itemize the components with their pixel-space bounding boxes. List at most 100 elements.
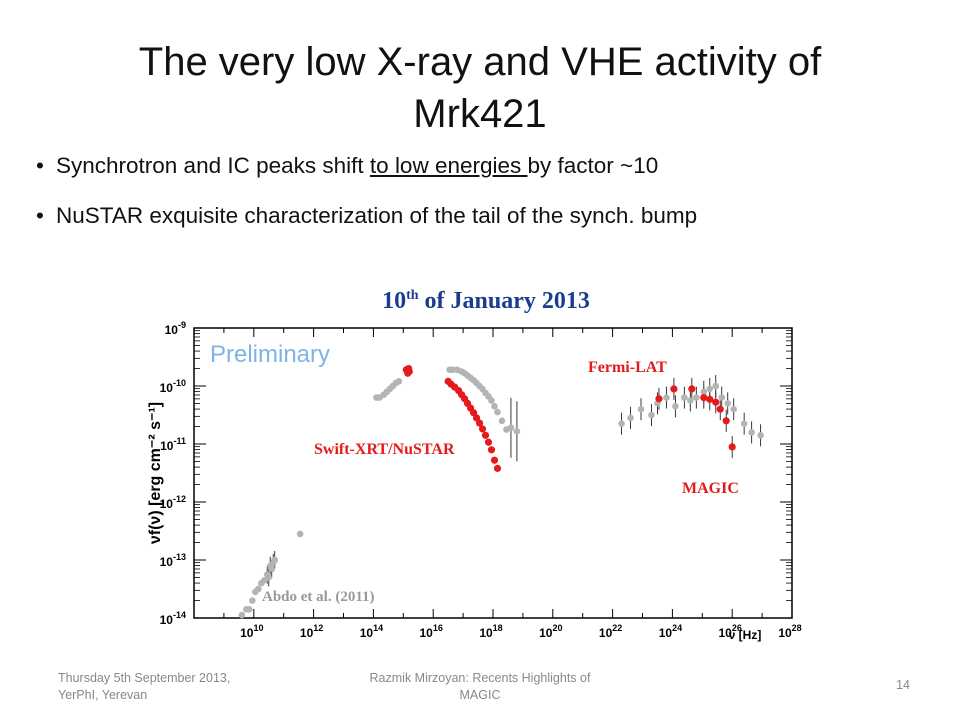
tick-labels: 1010 1012 1014 1016 1018 1020 1022 1024 1026 1028… — [160, 320, 802, 640]
data-point — [254, 585, 262, 593]
bullet-text: Synchrotron and IC peaks shift — [56, 153, 370, 178]
chart-title-rest: of January 2013 — [419, 288, 590, 314]
data-point — [469, 409, 478, 417]
data-point — [268, 565, 276, 572]
bullet-item: • NuSTAR exquisite characterization of t… — [36, 202, 936, 230]
data-point — [271, 556, 279, 564]
data-point — [475, 419, 484, 427]
data-point — [395, 378, 403, 385]
data-point — [670, 385, 678, 393]
data-point — [487, 446, 496, 454]
footer-date-location: Thursday 5th September 2013, YerPhI, Yer… — [58, 670, 288, 704]
data-point — [493, 464, 502, 472]
data-point — [740, 420, 748, 427]
data-point — [655, 395, 663, 403]
swift-xrt-nustar-label: Swift-XRT/NuSTAR — [314, 441, 455, 458]
data-point — [491, 403, 498, 410]
data-point — [728, 443, 736, 451]
data-point — [481, 431, 490, 439]
data-point — [700, 388, 708, 396]
preliminary-watermark: Preliminary — [210, 341, 330, 368]
y-tick-label: 10-13 — [160, 552, 186, 569]
data-point — [484, 438, 493, 446]
data-point — [488, 397, 495, 404]
y-tick-label: 10-12 — [160, 494, 186, 511]
slide-title-line-2: Mrk421 — [413, 92, 547, 136]
chart-title-number: 10 — [382, 288, 406, 314]
data-point — [249, 597, 256, 604]
data-point — [724, 400, 732, 407]
axis-ticks — [193, 327, 793, 619]
plot-frame — [193, 327, 793, 619]
data-point — [238, 611, 246, 619]
y-tick-label: 10-10 — [160, 378, 186, 395]
data-point — [472, 414, 481, 422]
data-point — [648, 411, 655, 419]
data-point — [722, 417, 730, 425]
footer-location: YerPhI, Yerevan — [58, 688, 148, 702]
footer-presenter: Razmik Mirzoyan: Recents Highlights of M… — [340, 670, 620, 704]
data-point — [757, 432, 764, 439]
data-point — [296, 530, 304, 538]
x-axis-label: ν [Hz] — [729, 628, 762, 642]
bullet-list: • Synchrotron and IC peaks shift to low … — [36, 152, 936, 252]
footer-date: Thursday 5th September 2013, — [58, 671, 231, 685]
data-point — [688, 385, 696, 393]
bullet-text: NuSTAR exquisite characterization of the… — [56, 203, 698, 228]
x-tick-label: 1016 — [420, 623, 443, 640]
x-tick-label: 1028 — [778, 623, 801, 640]
footer-presenter-line-1: Razmik Mirzoyan: Recents Highlights of — [369, 671, 591, 685]
data-point — [490, 456, 499, 464]
y-axis-label: νf(ν) [erg cm⁻² s⁻¹] — [147, 402, 164, 544]
slide-title-line-1: The very low X-ray and VHE activity of — [138, 40, 822, 84]
data-point — [706, 385, 714, 393]
data-point — [405, 365, 413, 373]
bullet-text-end: by factor ~10 — [527, 153, 659, 178]
data-point — [265, 574, 273, 581]
data-point — [663, 394, 670, 401]
data-point — [748, 429, 755, 436]
x-tick-label: 1026 — [719, 623, 742, 640]
data-point — [718, 394, 726, 401]
chart-title: 10th of January 2013 — [382, 288, 590, 314]
bullet-item: • Synchrotron and IC peaks shift to low … — [36, 152, 936, 180]
bullet-dot-icon: • — [36, 153, 44, 178]
bullet-underlined-text: to low energies — [369, 153, 528, 178]
y-tick-label: 10-9 — [165, 320, 186, 337]
abdo-reference-label: Abdo et al. (2011) — [262, 589, 375, 605]
sed-chart: 10th of January 2013 1010 1012 1014 1016 101… — [147, 288, 802, 642]
data-point — [498, 417, 506, 425]
magic-label: MAGIC — [682, 480, 739, 497]
data-point — [513, 427, 521, 435]
x-tick-label: 1010 — [240, 623, 263, 640]
data-point — [672, 403, 679, 410]
data-point — [706, 395, 714, 403]
x-tick-label: 1018 — [479, 623, 502, 640]
data-point — [687, 397, 694, 404]
data-point — [681, 394, 688, 401]
data-point — [618, 420, 625, 427]
data-point — [494, 408, 501, 416]
fermi-lat-label: Fermi-LAT — [588, 359, 667, 376]
data-point — [730, 405, 737, 413]
x-tick-label: 1022 — [599, 623, 622, 640]
data-points — [238, 365, 764, 619]
data-point — [627, 414, 634, 422]
data-point — [700, 394, 708, 402]
data-point — [712, 398, 720, 406]
data-point — [693, 394, 700, 401]
footer-presenter-line-2: MAGIC — [459, 688, 501, 702]
x-tick-label: 1014 — [360, 623, 383, 640]
data-point — [246, 606, 253, 613]
x-tick-label: 1020 — [539, 623, 562, 640]
data-point — [712, 382, 720, 390]
y-tick-label: 10-14 — [160, 610, 186, 627]
chart-title-superscript: th — [406, 288, 419, 303]
x-tick-label: 1012 — [300, 623, 323, 640]
data-point — [716, 405, 724, 413]
bullet-dot-icon: • — [36, 203, 44, 228]
slide-title: The very low X-ray and VHE activity of M… — [60, 36, 900, 140]
y-tick-label: 10-11 — [160, 436, 186, 453]
data-point — [637, 405, 645, 413]
data-point — [478, 425, 487, 433]
